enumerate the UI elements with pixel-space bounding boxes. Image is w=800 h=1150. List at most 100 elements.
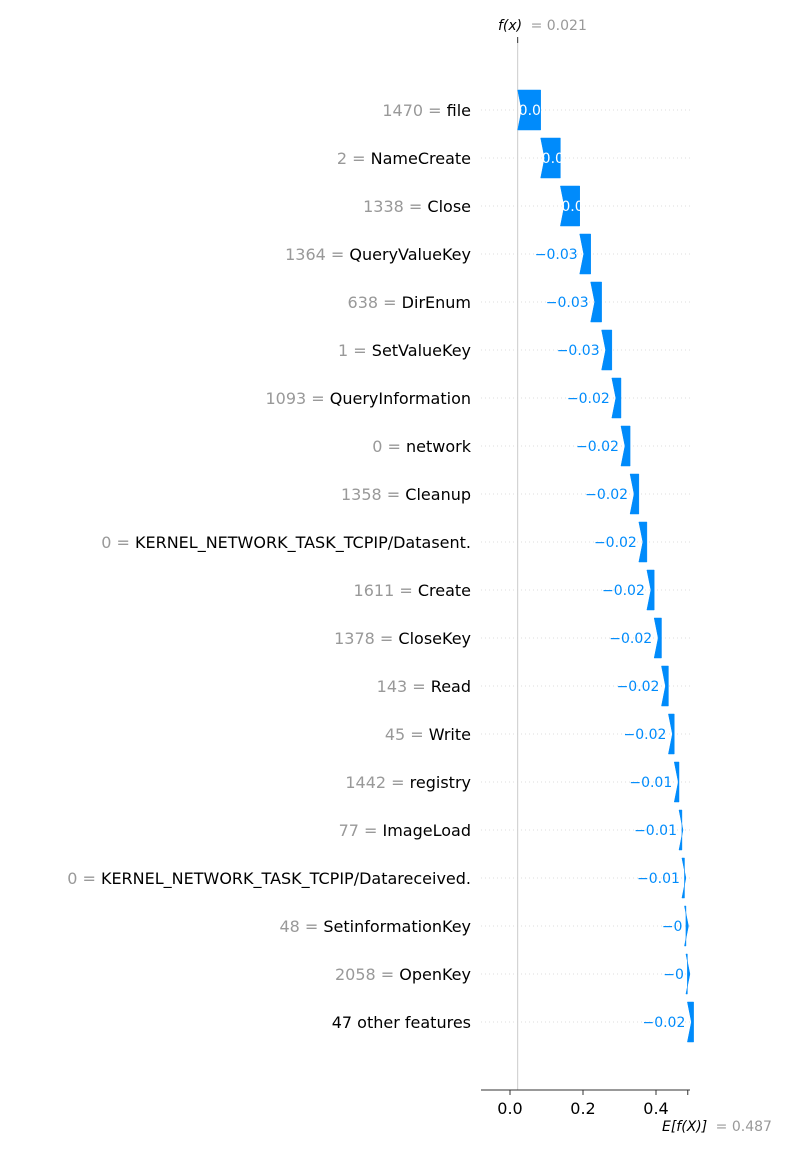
- shap-bar: [646, 569, 655, 611]
- feature-label: 1470 = file: [382, 101, 471, 120]
- feature-value: 143 =: [377, 677, 431, 696]
- x-tick-label: 0.4: [643, 1099, 668, 1118]
- feature-name: Close: [427, 197, 471, 216]
- feature-label: 2058 = OpenKey: [335, 965, 471, 984]
- bar-value-label: 0.0: [561, 199, 583, 215]
- shap-bar: [601, 329, 613, 371]
- feature-value: 1358 =: [341, 485, 405, 504]
- feature-value: 2058 =: [335, 965, 399, 984]
- bar-value-label: −0.03: [546, 295, 589, 311]
- feature-value: 1093 =: [265, 389, 329, 408]
- bars: 0.0 0.0 0.0 −0.03 −0.03 −0.03 −0.02 −0.02 −0.02 −…: [517, 89, 694, 1043]
- feature-name: 47 other features: [332, 1013, 471, 1032]
- bar-value-label: −0: [662, 919, 683, 935]
- feature-value: 77 =: [339, 821, 383, 840]
- feature-name: ImageLoad: [383, 821, 472, 840]
- bar-value-label: −0.03: [535, 247, 578, 263]
- shap-bar: [678, 809, 684, 851]
- feature-name: SetValueKey: [372, 341, 471, 360]
- feature-label: 0 = network: [372, 437, 471, 456]
- fx-label: f(x): [498, 18, 522, 34]
- feature-name: SetinformationKey: [323, 917, 471, 936]
- ex-label: E[f(X)]: [662, 1119, 707, 1135]
- bar-value-label: −0.02: [594, 535, 637, 551]
- shap-bar: [681, 857, 687, 899]
- feature-value: 48 =: [279, 917, 323, 936]
- feature-label: 1611 = Create: [354, 581, 471, 600]
- feature-label: 1338 = Close: [363, 197, 471, 216]
- bar-value-label: −0.02: [576, 439, 619, 455]
- feature-value: 1338 =: [363, 197, 427, 216]
- bar-value-label: −0.02: [567, 391, 610, 407]
- shap-bar: [517, 89, 541, 131]
- shap-bar: [653, 617, 662, 659]
- fx-annotation: f(x) = 0.021: [498, 18, 587, 34]
- bar-value-label: −0.01: [637, 871, 680, 887]
- feature-label: 0 = KERNEL_NETWORK_TASK_TCPIP/Datareceiv…: [67, 869, 471, 889]
- feature-label: 1 = SetValueKey: [338, 341, 471, 360]
- feature-name: OpenKey: [399, 965, 471, 984]
- feature-label: 638 = DirEnum: [348, 293, 471, 312]
- feature-name: KERNEL_NETWORK_TASK_TCPIP/Datareceived.: [101, 869, 471, 889]
- feature-name: Read: [431, 677, 471, 696]
- feature-name: Create: [418, 581, 471, 600]
- shap-bar: [560, 185, 580, 227]
- feature-label: 0 = KERNEL_NETWORK_TASK_TCPIP/Datasent.: [101, 533, 471, 553]
- shap-bar: [673, 761, 680, 803]
- feature-label: 1358 = Cleanup: [341, 485, 471, 504]
- feature-value: 638 =: [348, 293, 402, 312]
- feature-value: 1442 =: [345, 773, 409, 792]
- feature-name: NameCreate: [371, 149, 471, 168]
- bar-value-label: −0.02: [642, 1015, 685, 1031]
- feature-name: network: [406, 437, 472, 456]
- x-tick-label: 0.0: [497, 1099, 522, 1118]
- x-axis: 0.0 0.2 0.4: [481, 37, 690, 1118]
- shap-bar: [687, 1001, 694, 1043]
- shap-bar: [638, 521, 648, 563]
- feature-label: 47 other features: [332, 1013, 471, 1032]
- shap-bar: [668, 713, 675, 755]
- feature-label: 48 = SetinformationKey: [279, 917, 471, 936]
- feature-value: 0 =: [101, 533, 135, 552]
- feature-name: QueryInformation: [330, 389, 471, 408]
- expected-value-annotation: E[f(X)] = 0.487: [662, 1119, 772, 1135]
- feature-name: KERNEL_NETWORK_TASK_TCPIP/Datasent.: [135, 533, 471, 553]
- ex-value: = 0.487: [716, 1119, 772, 1135]
- feature-name: registry: [410, 773, 471, 792]
- bar-value-label: −0.03: [557, 343, 600, 359]
- shap-bar: [540, 137, 561, 179]
- feature-value: 1378 =: [334, 629, 398, 648]
- bar-value-label: −0.02: [585, 487, 628, 503]
- shap-bar: [590, 281, 602, 323]
- bar-value-label: 0.0: [519, 103, 541, 119]
- feature-value: 1611 =: [354, 581, 418, 600]
- feature-value: 1364 =: [285, 245, 349, 264]
- bar-value-label: 0.0: [542, 151, 564, 167]
- shap-bar: [684, 905, 689, 947]
- feature-name: Write: [429, 725, 471, 744]
- shap-bar: [579, 233, 591, 275]
- feature-label: 1378 = CloseKey: [334, 629, 471, 648]
- feature-value: 0 =: [67, 869, 101, 888]
- feature-name: DirEnum: [402, 293, 471, 312]
- feature-label: 1442 = registry: [345, 773, 471, 792]
- bar-value-label: −0.02: [617, 679, 660, 695]
- feature-name: QueryValueKey: [349, 245, 471, 264]
- feature-value: 45 =: [385, 725, 429, 744]
- bar-value-label: −0: [663, 967, 684, 983]
- feature-label: 143 = Read: [377, 677, 471, 696]
- shap-bar: [620, 425, 631, 467]
- feature-value: 1470 =: [382, 101, 446, 120]
- x-tick-label: 0.2: [570, 1099, 595, 1118]
- feature-value: 2 =: [337, 149, 371, 168]
- feature-label: 77 = ImageLoad: [339, 821, 471, 840]
- bar-value-label: −0.01: [629, 775, 672, 791]
- bar-value-label: −0.02: [624, 727, 667, 743]
- bar-value-label: −0.01: [634, 823, 677, 839]
- feature-name: CloseKey: [398, 629, 471, 648]
- shap-bar: [611, 377, 622, 419]
- shap-bar: [685, 953, 691, 995]
- shap-bar: [629, 473, 640, 515]
- fx-value: = 0.021: [531, 18, 587, 34]
